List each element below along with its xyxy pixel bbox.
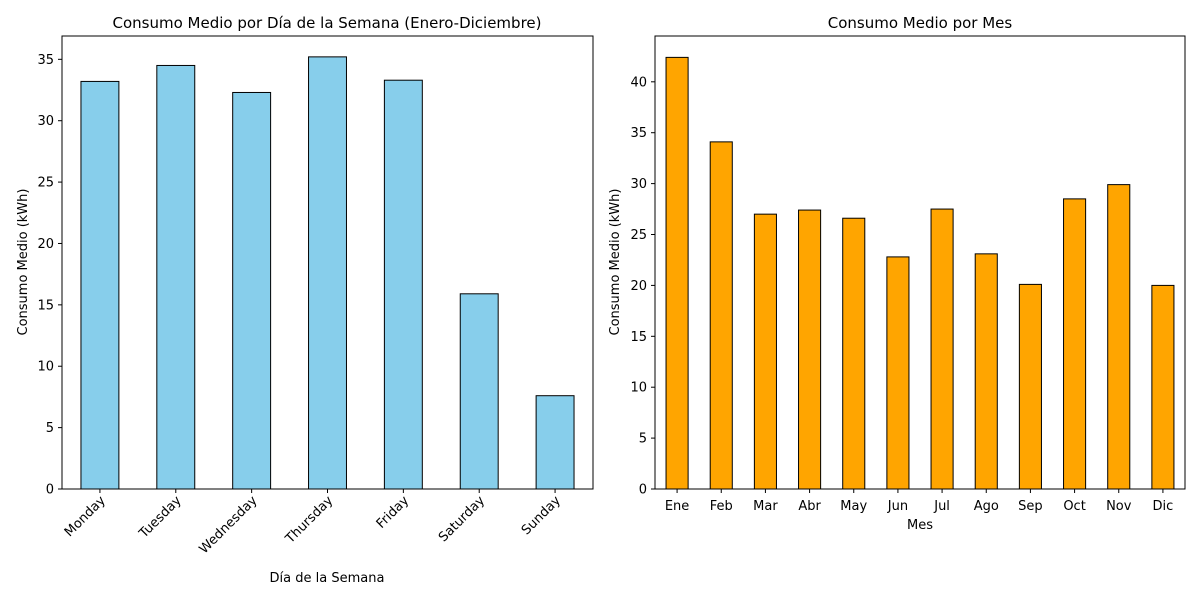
- weekday-chart-title: Consumo Medio por Día de la Semana (Ener…: [112, 14, 541, 32]
- monthly-bars: [665, 56, 1175, 490]
- weekday-y-tick-label: 25: [37, 176, 54, 191]
- monthly-y-tick-label: 5: [639, 432, 647, 447]
- monthly-bar-sep: [1018, 283, 1042, 490]
- monthly-bar-nov: [1107, 184, 1131, 490]
- weekday-x-tick-label: Monday: [62, 493, 109, 540]
- monthly-y-tick-label: 25: [630, 228, 647, 243]
- monthly-plot-frame: [654, 35, 1186, 490]
- monthly-bar-may: [842, 217, 866, 490]
- monthly-x-tick-label: Abr: [798, 499, 821, 514]
- monthly-x-tick-label: Sep: [1018, 499, 1043, 514]
- monthly-y-tick-label: 35: [630, 126, 647, 141]
- weekday-y-tick-label: 10: [37, 360, 54, 375]
- weekday-bar-sunday: [535, 395, 575, 490]
- weekday-bar-wednesday: [232, 91, 272, 490]
- monthly-bar-jul: [930, 208, 954, 490]
- monthly-bar-abr: [798, 209, 822, 490]
- monthly-bar-ago: [974, 253, 998, 490]
- weekday-x-tick-label: Sunday: [519, 493, 564, 538]
- monthly-chart: Consumo Medio por Mes 0 5 10 15 20 25 30 35 40 E…: [608, 14, 1186, 533]
- weekday-y-tick-label: 20: [37, 237, 54, 252]
- weekday-x-tick-label: Saturday: [436, 493, 488, 545]
- monthly-y-tick-label: 10: [630, 381, 647, 396]
- weekday-y-axis: 0 5 10 15 20 25 30 35: [37, 53, 62, 498]
- monthly-x-tick-label: Oct: [1063, 499, 1085, 514]
- monthly-y-tick-label: 0: [639, 483, 647, 498]
- monthly-x-tick-label: Jun: [887, 499, 908, 514]
- weekday-y-tick-label: 15: [37, 298, 54, 313]
- monthly-chart-title: Consumo Medio por Mes: [828, 14, 1013, 32]
- monthly-bar-oct: [1063, 198, 1087, 490]
- monthly-y-tick-label: 15: [630, 330, 647, 345]
- weekday-y-tick-label: 30: [37, 114, 54, 129]
- weekday-x-axis: Monday Tuesday Wednesday Thursday Friday Satu…: [62, 489, 564, 557]
- monthly-x-tick-label: Jul: [933, 499, 950, 514]
- monthly-bar-dic: [1151, 284, 1175, 490]
- weekday-x-tick-label: Thursday: [282, 493, 336, 547]
- monthly-y-tick-label: 40: [630, 75, 647, 90]
- weekday-x-axis-label: Día de la Semana: [270, 571, 385, 586]
- weekday-bar-tuesday: [156, 64, 196, 490]
- monthly-x-tick-label: Mar: [753, 499, 778, 514]
- weekday-bar-monday: [80, 80, 120, 490]
- monthly-y-tick-label: 20: [630, 279, 647, 294]
- monthly-y-tick-label: 30: [630, 177, 647, 192]
- weekday-bar-saturday: [459, 293, 499, 490]
- monthly-x-tick-label: Dic: [1153, 499, 1174, 514]
- monthly-bar-mar: [753, 213, 777, 490]
- weekday-x-tick-label: Wednesday: [197, 493, 261, 557]
- monthly-bar-feb: [709, 141, 733, 490]
- weekday-x-tick-label: Friday: [374, 493, 413, 532]
- monthly-x-axis: Ene Feb Mar Abr May Jun Jul Ago Sep Oct Nov Dic: [665, 489, 1173, 514]
- monthly-bar-ene: [665, 56, 689, 490]
- monthly-x-tick-label: Ene: [665, 499, 689, 514]
- weekday-y-tick-label: 0: [46, 483, 54, 498]
- weekday-y-tick-label: 35: [37, 53, 54, 68]
- monthly-y-axis: 0 5 10 15 20 25 30 35 40: [630, 75, 655, 498]
- weekday-bars: [80, 56, 575, 490]
- weekday-x-tick-label: Tuesday: [136, 493, 185, 542]
- weekday-y-tick-label: 5: [46, 421, 54, 436]
- monthly-bar-jun: [886, 256, 910, 490]
- monthly-x-tick-label: Feb: [710, 499, 733, 514]
- monthly-x-tick-label: Nov: [1106, 499, 1132, 514]
- monthly-x-axis-label: Mes: [907, 518, 933, 533]
- weekday-bar-friday: [383, 79, 423, 490]
- monthly-x-tick-label: Ago: [974, 499, 999, 514]
- weekday-y-axis-label: Consumo Medio (kWh): [16, 189, 31, 336]
- weekday-bar-thursday: [308, 56, 347, 490]
- weekday-chart: Consumo Medio por Día de la Semana (Ener…: [16, 14, 594, 586]
- monthly-y-axis-label: Consumo Medio (kWh): [608, 189, 623, 336]
- monthly-x-tick-label: May: [840, 499, 867, 514]
